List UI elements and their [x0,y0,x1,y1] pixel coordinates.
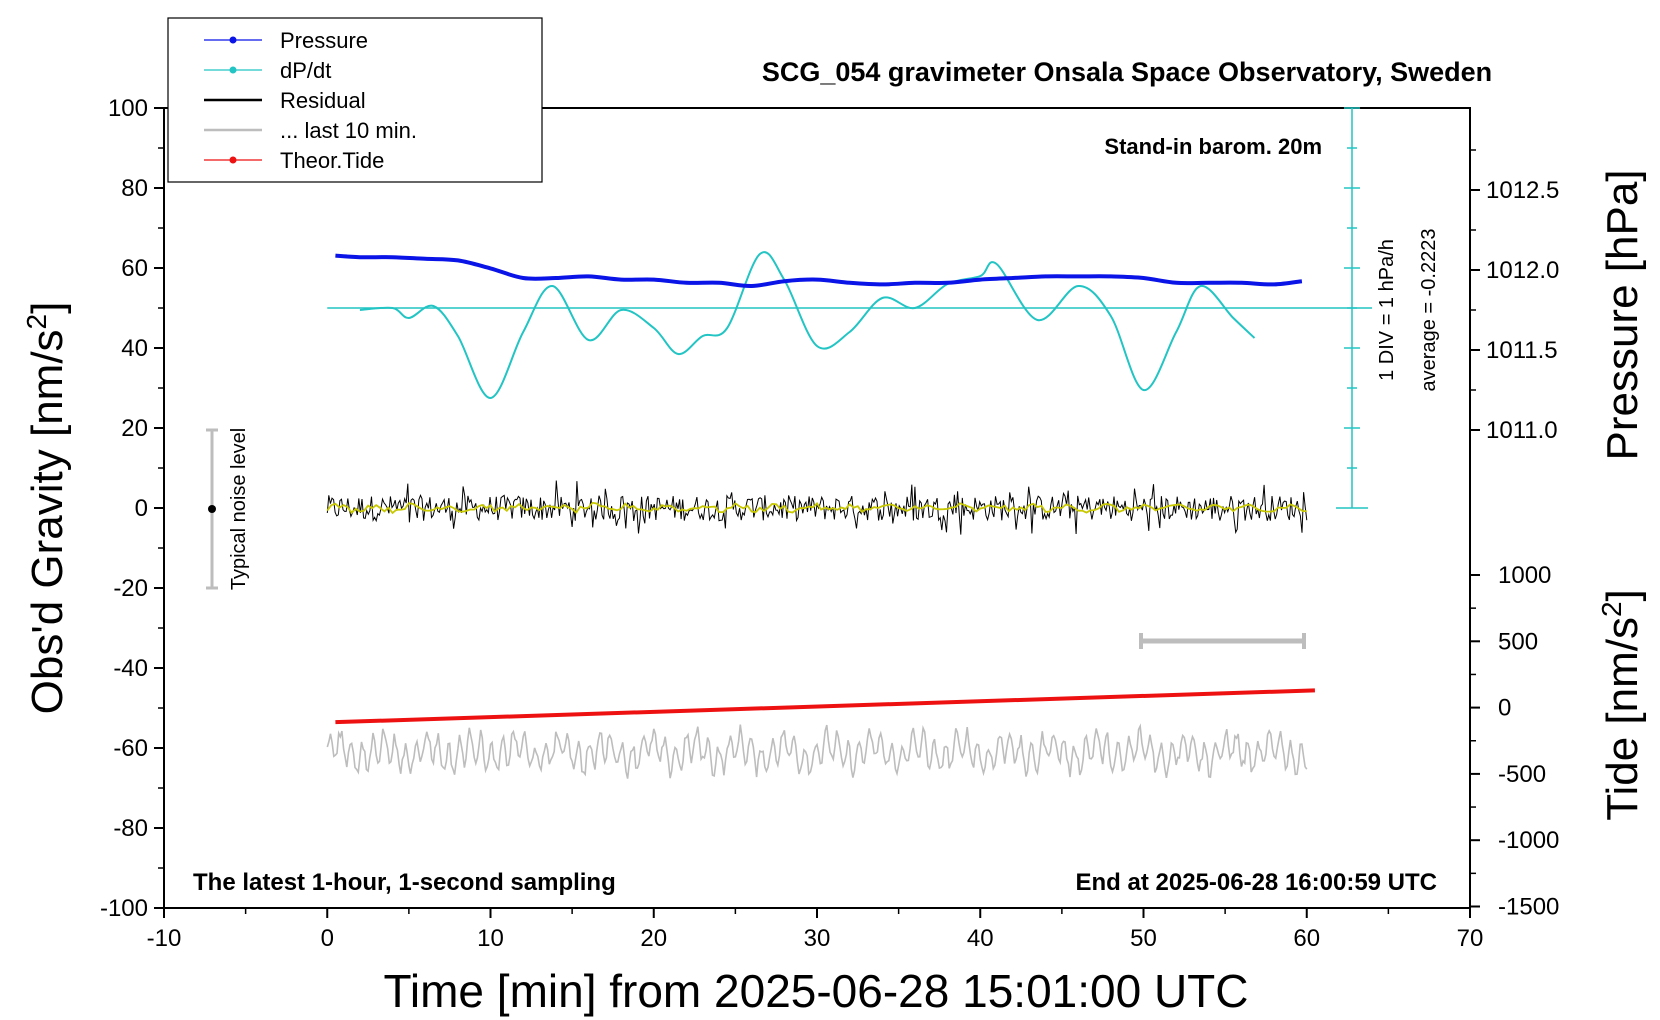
y-tide-tick-label: -1000 [1498,827,1559,854]
div-scale-label: 1 DIV = 1 hPa/h [1376,239,1398,381]
y-left-tick-label: 40 [121,335,148,362]
y-pressure-tick-label: 1011.5 [1486,337,1558,364]
y-left-label-superscript: 2 [21,314,52,330]
legend-item: Residual [204,88,366,113]
x-tick-label: 40 [967,925,994,952]
y-left-tick-label: 20 [121,415,148,442]
y-left-tick-label: -60 [113,735,148,762]
y-left-tick-label: -100 [100,895,148,922]
y-pressure-tick-label: 1012.5 [1486,177,1559,204]
stand-in-barometer-note: Stand-in barom. 20m [1104,134,1322,159]
y-pressure-axis-label: Pressure [hPa] [1598,169,1647,460]
legend-item: ... last 10 min. [204,118,417,143]
y-tide-tick-label: -500 [1498,761,1546,788]
y-left-tick-label: -40 [113,655,148,682]
x-axis-ticks: -10 0 10 20 30 40 50 60 70 [147,908,1484,952]
y-pressure-tick-label: 1011.0 [1486,417,1558,444]
x-tick-label: 50 [1130,925,1157,952]
noise-level-label: Typical noise level [228,428,250,590]
y-tide-axis-label: Tide [nm/s2] [1596,589,1647,821]
y-left-tick-label: 60 [121,255,148,282]
y-tide-label-superscript: 2 [1596,601,1627,617]
y-pressure-axis-ticks: 1012.5 1012.0 1011.5 1011.0 [1470,149,1559,444]
noise-level-bar [206,428,218,590]
y-tide-tick-label: 0 [1498,695,1511,722]
x-tick-label: 60 [1293,925,1320,952]
x-tick-label: 30 [804,925,831,952]
legend-item: dP/dt [204,58,331,83]
x-tick-label: 10 [477,925,504,952]
chart-title: SCG_054 gravimeter Onsala Space Observat… [762,57,1492,87]
legend-item: Theor.Tide [204,148,384,173]
legend-item: Pressure [204,28,368,53]
series-layer [326,251,1373,779]
legend-swatch-dot [229,66,237,74]
x-tick-label: -10 [147,925,182,952]
dpdt-series-line [359,251,1256,400]
x-axis-label: Time [min] from 2025-06-28 15:01:00 UTC [384,965,1249,1017]
pressure-series-line [335,253,1303,289]
last-10-min-series-line [326,723,1308,779]
x-tick-label: 20 [640,925,667,952]
y-tide-tick-label: 1000 [1498,562,1551,589]
legend-label: Residual [280,88,366,113]
y-left-tick-label: -20 [113,575,148,602]
y-left-tick-label: 80 [121,175,148,202]
legend-label: Theor.Tide [280,148,384,173]
legend-swatch-dot [229,156,237,164]
legend-label: ... last 10 min. [280,118,417,143]
average-label: average = -0.2223 [1418,229,1440,392]
y-pressure-tick-label: 1012.0 [1486,257,1559,284]
residual-smoothed-line [326,501,1307,515]
footer-right-note: End at 2025-06-28 16:00:59 UTC [1076,869,1438,896]
legend-swatch-dot [229,36,237,44]
tide-series-line [335,688,1315,725]
legend-label: Pressure [280,28,368,53]
legend-label: dP/dt [280,58,331,83]
y-left-tick-label: -80 [113,815,148,842]
footer-left-note: The latest 1-hour, 1-second sampling [193,869,616,896]
y-tide-tick-label: 500 [1498,628,1538,655]
y-tide-tick-label: -1500 [1498,894,1559,921]
y-left-tick-label: 0 [135,495,148,522]
legend: Pressure dP/dt Residual ... last 10 min. The… [167,17,543,183]
y-left-tick-label: 100 [108,95,148,122]
x-tick-label: 70 [1457,925,1484,952]
y-left-axis-ticks: 100 80 60 40 20 0 -20 -40 -60 -80 -100 [100,95,164,922]
x-tick-label: 0 [321,925,334,952]
y-tide-axis-ticks: 1000 500 0 -500 -1000 -1500 [1470,562,1559,921]
last-10-min-marker [1139,633,1306,649]
y-left-axis-label: Obs'd Gravity [nm/s2] [21,302,72,715]
residual-series-line [326,480,1308,535]
